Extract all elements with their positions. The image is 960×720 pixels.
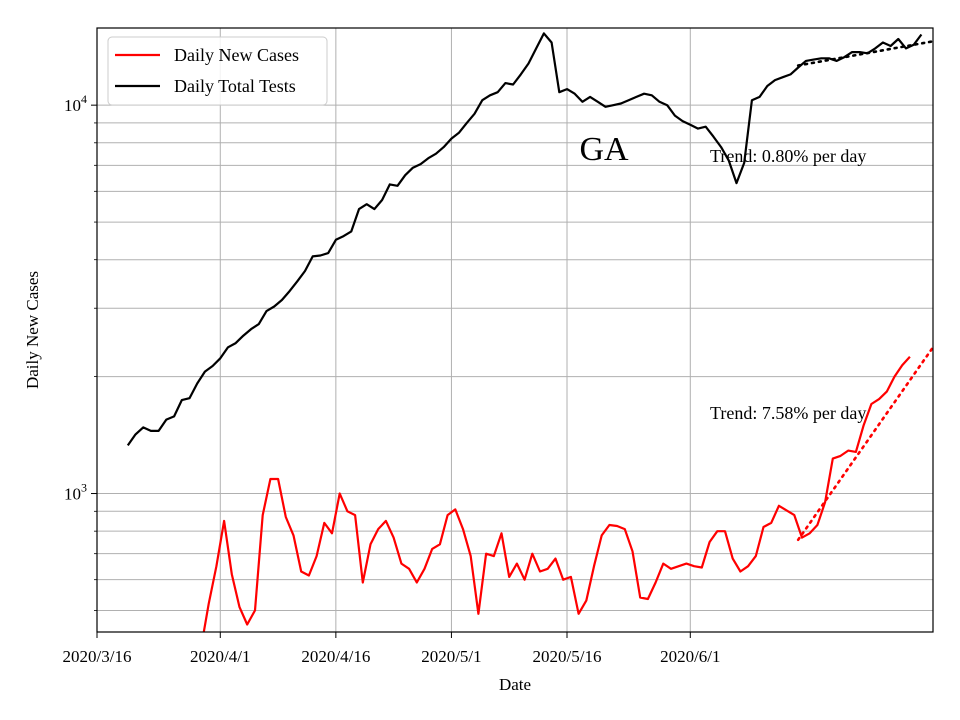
axis-ticks: 2020/3/16 2020/4/1 2020/4/16 2020/5/1 2020/5…	[63, 92, 721, 666]
series-line-daily-new-cases	[202, 355, 911, 632]
daily-total-tests-trend	[796, 40, 933, 67]
x-tick-label: 2020/3/16	[63, 647, 132, 666]
x-tick-label: 2020/4/16	[301, 647, 370, 666]
trend-annotation-cases: Trend: 7.58% per day	[710, 403, 866, 423]
x-tick-label: 2020/5/1	[421, 647, 481, 666]
series-group	[126, 32, 933, 632]
plot-frame	[96, 27, 934, 633]
series-line-daily-total-tests	[126, 32, 923, 447]
x-tick-label: 2020/4/1	[190, 647, 250, 666]
y-tick-label: 104	[64, 92, 87, 115]
chart-title: GA	[579, 131, 629, 168]
x-tick-label: 2020/5/16	[533, 647, 602, 666]
legend-box	[107, 36, 328, 106]
y-axis-label: Daily New Cases	[23, 271, 42, 389]
legend: Daily New Cases Daily Total Tests	[107, 36, 328, 106]
x-axis-label: Date	[499, 675, 531, 694]
daily-new-cases-trend	[796, 345, 933, 542]
x-tick-label: 2020/6/1	[660, 647, 720, 666]
series-layer	[126, 32, 933, 632]
trend-annotation-tests: Trend: 0.80% per day	[710, 146, 866, 166]
legend-label-daily-new-cases: Daily New Cases	[174, 45, 299, 65]
grid	[96, 28, 933, 632]
legend-label-daily-total-tests: Daily Total Tests	[174, 76, 296, 96]
y-tick-label: 103	[64, 481, 87, 504]
